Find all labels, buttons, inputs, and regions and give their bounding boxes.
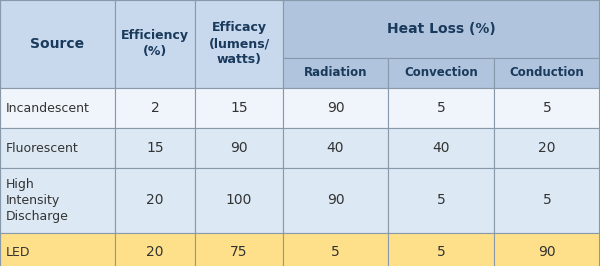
Text: 90: 90: [326, 101, 344, 115]
Text: 90: 90: [230, 141, 248, 155]
Text: Incandescent: Incandescent: [6, 102, 90, 114]
Bar: [0, 168, 115, 233]
Text: 40: 40: [432, 141, 450, 155]
Text: 5: 5: [437, 193, 445, 207]
Text: 5: 5: [542, 193, 551, 207]
Text: 20: 20: [146, 245, 164, 259]
Bar: [388, 128, 494, 168]
Bar: [115, 128, 195, 168]
Text: Efficacy
(lumens/
watts): Efficacy (lumens/ watts): [208, 22, 269, 66]
Text: High
Intensity
Discharge: High Intensity Discharge: [6, 178, 69, 223]
Bar: [494, 233, 600, 266]
Text: 5: 5: [331, 245, 340, 259]
Bar: [283, 88, 388, 128]
Bar: [0, 128, 115, 168]
Text: Convection: Convection: [404, 66, 478, 80]
Bar: [494, 58, 600, 88]
Bar: [115, 0, 195, 88]
Bar: [388, 58, 494, 88]
Text: 5: 5: [542, 101, 551, 115]
Text: 5: 5: [437, 245, 445, 259]
Bar: [388, 233, 494, 266]
Text: 40: 40: [327, 141, 344, 155]
Bar: [0, 88, 115, 128]
Text: 90: 90: [326, 193, 344, 207]
Bar: [195, 128, 283, 168]
Text: Fluorescent: Fluorescent: [6, 142, 79, 155]
Bar: [115, 88, 195, 128]
Bar: [283, 168, 388, 233]
Text: 90: 90: [538, 245, 556, 259]
Bar: [195, 88, 283, 128]
Text: Efficiency
(%): Efficiency (%): [121, 30, 189, 59]
Bar: [195, 168, 283, 233]
Bar: [388, 168, 494, 233]
Text: Conduction: Conduction: [509, 66, 584, 80]
Text: 20: 20: [538, 141, 556, 155]
Text: 15: 15: [146, 141, 164, 155]
Bar: [494, 168, 600, 233]
Text: 75: 75: [230, 245, 248, 259]
Bar: [283, 58, 388, 88]
Text: 20: 20: [146, 193, 164, 207]
Bar: [115, 168, 195, 233]
Bar: [195, 0, 283, 88]
Bar: [283, 233, 388, 266]
Text: Heat Loss (%): Heat Loss (%): [387, 22, 496, 36]
Bar: [0, 0, 115, 88]
Bar: [0, 233, 115, 266]
Text: 5: 5: [437, 101, 445, 115]
Bar: [283, 0, 600, 58]
Text: LED: LED: [6, 246, 31, 259]
Bar: [494, 88, 600, 128]
Bar: [388, 88, 494, 128]
Bar: [283, 128, 388, 168]
Bar: [195, 233, 283, 266]
Text: 15: 15: [230, 101, 248, 115]
Bar: [494, 128, 600, 168]
Bar: [115, 233, 195, 266]
Text: Source: Source: [31, 37, 85, 51]
Text: 2: 2: [151, 101, 160, 115]
Text: Radiation: Radiation: [304, 66, 367, 80]
Text: 100: 100: [226, 193, 252, 207]
